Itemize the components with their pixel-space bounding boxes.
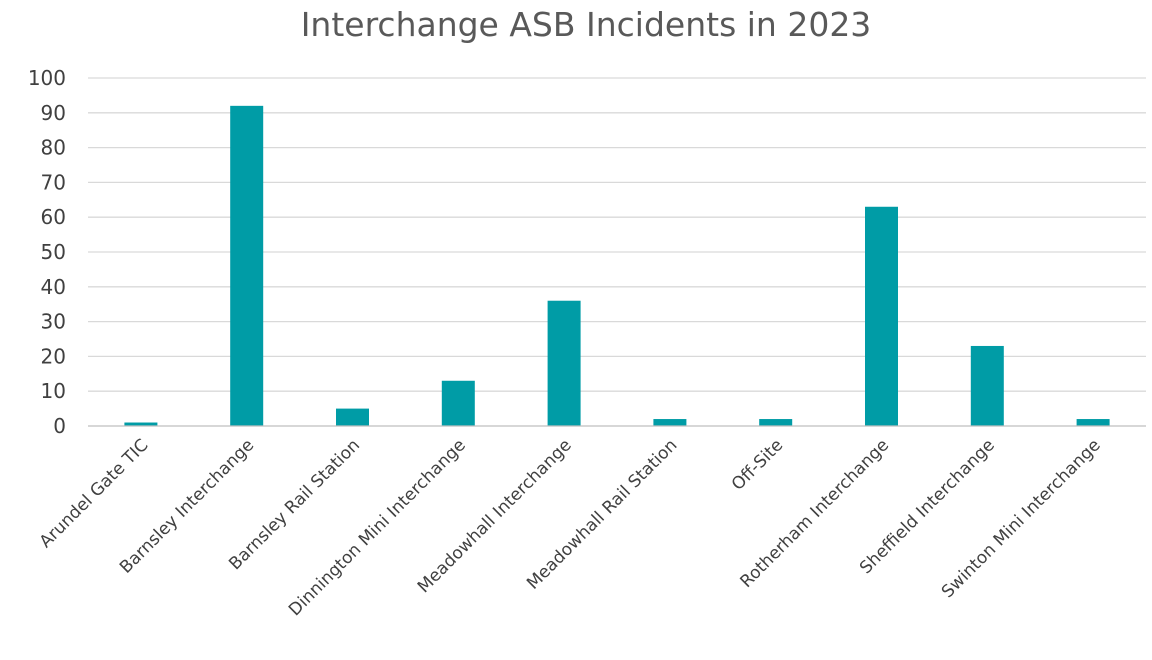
y-tick-label: 30 [41,310,66,334]
y-axis-ticks: 0 10 20 30 40 50 60 70 80 90 100 [28,66,66,438]
bar [653,419,687,426]
bar [759,419,793,426]
x-category-label: Arundel Gate TIC [36,435,153,552]
bar [336,408,369,426]
y-tick-label: 0 [53,414,66,438]
y-tick-label: 50 [41,240,66,264]
gridlines [88,77,1146,392]
bar [970,345,1004,426]
bars [124,105,1110,426]
bar [441,380,475,426]
y-tick-label: 40 [41,275,66,299]
y-tick-label: 70 [41,170,66,194]
y-tick-label: 100 [28,66,66,90]
y-tick-label: 20 [41,344,66,368]
y-tick-label: 90 [41,101,66,125]
chart-title: Interchange ASB Incidents in 2023 [301,5,872,44]
bar [865,206,898,426]
bar [1076,419,1110,426]
y-tick-label: 80 [41,136,66,160]
y-tick-label: 10 [41,379,66,403]
bar [230,105,264,426]
bar [124,422,158,426]
x-category-label: Off-Site [728,435,787,494]
y-tick-label: 60 [41,205,66,229]
bar [547,300,581,426]
x-category-label: Dinnington Mini Interchange [285,435,470,620]
